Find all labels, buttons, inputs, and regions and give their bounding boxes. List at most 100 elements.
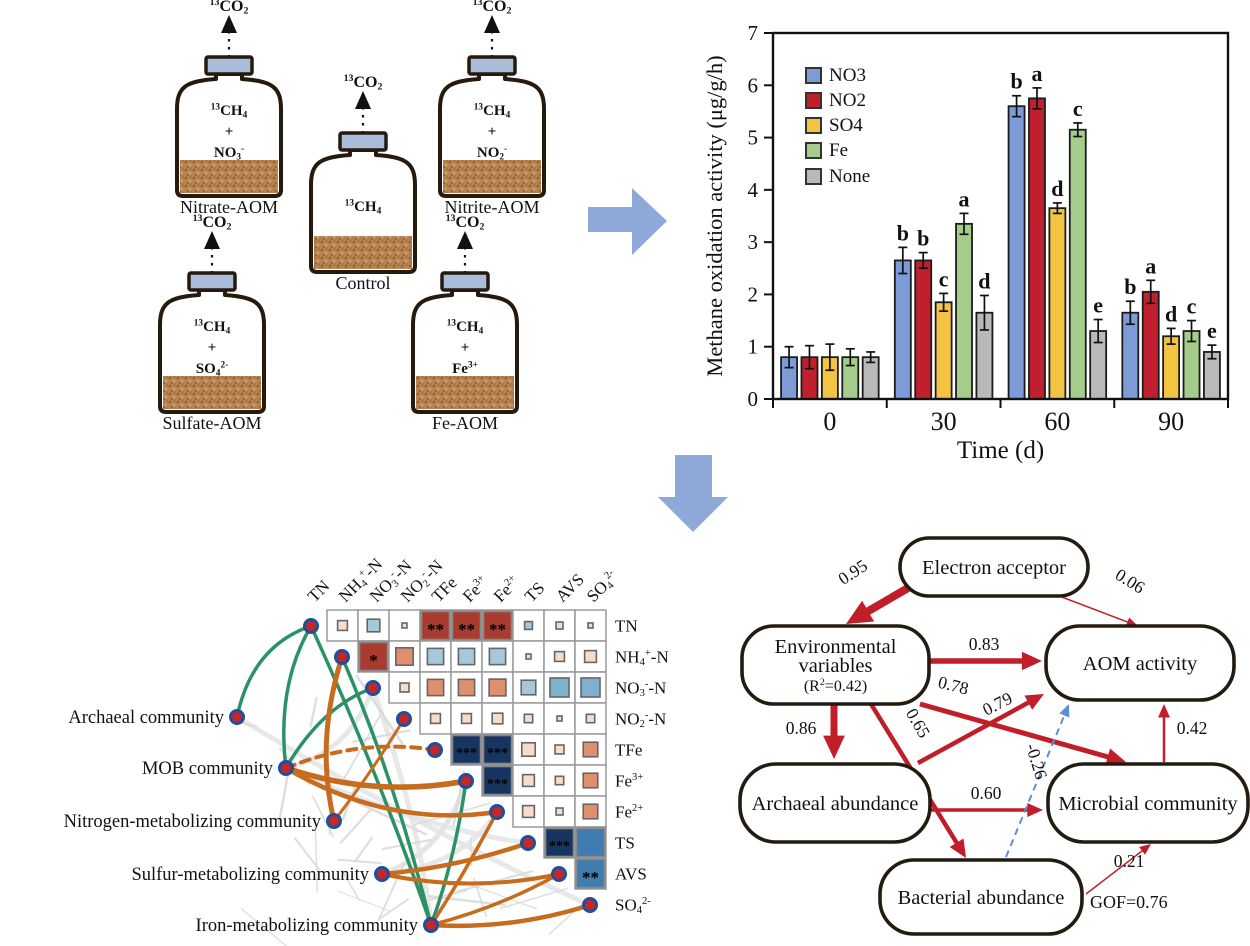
sem-node-ARCH: Archaeal abundance	[738, 762, 932, 844]
matrix-row-label: Fe3+	[615, 772, 643, 791]
y-tick-label: 2	[748, 282, 759, 306]
corr-cell	[491, 712, 504, 725]
bar	[1141, 290, 1160, 400]
bar	[1028, 97, 1046, 400]
x-tick-label: 90	[1158, 407, 1184, 436]
significance-stars: **	[427, 620, 444, 639]
bottle-contents-line: 13CH4	[447, 318, 484, 336]
matrix-row-label: NO3--N	[615, 679, 666, 700]
x-tick-label: 30	[931, 407, 957, 436]
gas-label: 13CO2	[210, 0, 249, 17]
significance-letter: c	[1187, 294, 1197, 319]
corr-cell	[523, 620, 534, 631]
sediment	[416, 376, 514, 409]
significance-letter: e	[1207, 318, 1217, 343]
bottle-cap	[440, 271, 490, 292]
network-edge-MOB-TN	[282, 624, 313, 770]
sem-paths: 0.95 0.060.830.860.780.650.790.60-0.260.4…	[786, 555, 1207, 895]
sem-node-EA: Electron acceptor	[898, 536, 1090, 598]
bottle-label: Sulfate-AOM	[163, 413, 262, 433]
bottle-label: Fe-AOM	[432, 413, 498, 433]
matrix-row-label: SO42-	[615, 896, 651, 917]
sem-path-BACT-MICRO	[1085, 849, 1145, 895]
bar	[861, 356, 880, 400]
significance-letter: b	[1124, 274, 1136, 299]
corr-cell	[554, 775, 565, 786]
bottle-contents-line: Fe3+	[452, 360, 478, 377]
network-edge-SUL-AVS	[380, 872, 561, 886]
bottle-contents-line: SO42-	[196, 360, 228, 378]
sem-nodes: Electron acceptor Environmentalvariables(…	[738, 536, 1250, 936]
network-edge-NIT-NO2	[332, 717, 406, 823]
legend-swatch	[805, 168, 822, 185]
sem-path-ARCH-AOM	[916, 699, 1032, 765]
corr-cell	[554, 744, 565, 755]
corr-cell	[575, 858, 606, 889]
incubation-bottle-sulfate: 13CO2 13CH4 + SO42- Sulfate-AOM	[158, 213, 266, 433]
legend-item-NO2: NO2	[805, 90, 866, 111]
corr-cell	[553, 650, 566, 663]
bar	[1121, 311, 1140, 400]
matrix-column-header: TN	[304, 576, 333, 605]
y-tick-label: 7	[748, 21, 759, 45]
bottle-contents-line: 13CH4	[194, 318, 231, 336]
corr-cell	[544, 827, 575, 858]
up-arrowhead-icon	[457, 231, 473, 249]
corr-cell	[366, 618, 381, 633]
corr-cell	[395, 647, 414, 666]
community-node-NIT	[326, 813, 342, 829]
sem-arrowhead	[1027, 802, 1043, 818]
sem-arrowhead	[949, 838, 966, 858]
bottle-label: Nitrate-AOM	[180, 197, 278, 217]
network-edge-IRON-Fe2	[429, 810, 499, 927]
bar-series-NO3: bbb	[780, 69, 1140, 400]
path-coefficient: 0.83	[969, 634, 1000, 654]
bottle-contents-line: NO2-	[477, 144, 507, 162]
significance-letter: c	[1073, 96, 1083, 121]
y-tick-label: 4	[748, 178, 759, 202]
network-edge-IRON-SO4	[428, 902, 593, 929]
corr-cell	[587, 622, 594, 629]
corr-cell	[555, 621, 564, 630]
x-axis-title: Time (d)	[957, 437, 1044, 464]
significance-stars: **	[458, 620, 475, 639]
bottle-contents-line: +	[225, 124, 234, 140]
significance-letter: d	[978, 268, 990, 293]
bottle-label: Nitrite-AOM	[445, 197, 540, 217]
significance-letter: d	[1051, 176, 1063, 201]
community-label: Iron-metabolizing community	[196, 916, 419, 936]
corr-cell	[482, 610, 513, 641]
x-tick-label: 60	[1044, 407, 1070, 436]
significance-stars: **	[582, 868, 599, 887]
sediment	[314, 236, 412, 269]
corr-cell	[426, 678, 445, 697]
legend-label: Fe	[829, 140, 848, 161]
bottle-cap	[467, 55, 517, 76]
variable-node-NH4	[334, 649, 350, 665]
legend-label: None	[829, 166, 870, 187]
corr-cell	[488, 647, 507, 666]
corr-cell	[457, 678, 476, 697]
matrix-column-header: Fe2+	[490, 572, 523, 605]
sem-arrowhead	[846, 600, 875, 624]
corr-cell	[426, 647, 445, 666]
corr-cell	[521, 773, 536, 788]
corr-cell	[549, 677, 570, 698]
network-edge-IRON-TN	[309, 624, 433, 927]
bar	[1068, 128, 1087, 400]
network-edge-MOB-NO3	[284, 686, 375, 770]
bottle-contents-line: +	[461, 340, 470, 356]
y-tick-label: 5	[748, 126, 759, 150]
sem-node-label: Environmental	[775, 636, 897, 658]
bar	[934, 301, 953, 400]
significance-letter: b	[1010, 69, 1022, 94]
matrix-row-label: Fe2+	[615, 803, 643, 822]
legend-item-NO3: NO3	[805, 65, 866, 86]
path-coefficient: 0.21	[1114, 851, 1145, 871]
legend-swatch	[805, 142, 822, 159]
bottle-contents-line: 13CH4	[345, 198, 382, 216]
sediment	[180, 160, 278, 193]
path-coefficient: 0.06	[1112, 564, 1149, 597]
